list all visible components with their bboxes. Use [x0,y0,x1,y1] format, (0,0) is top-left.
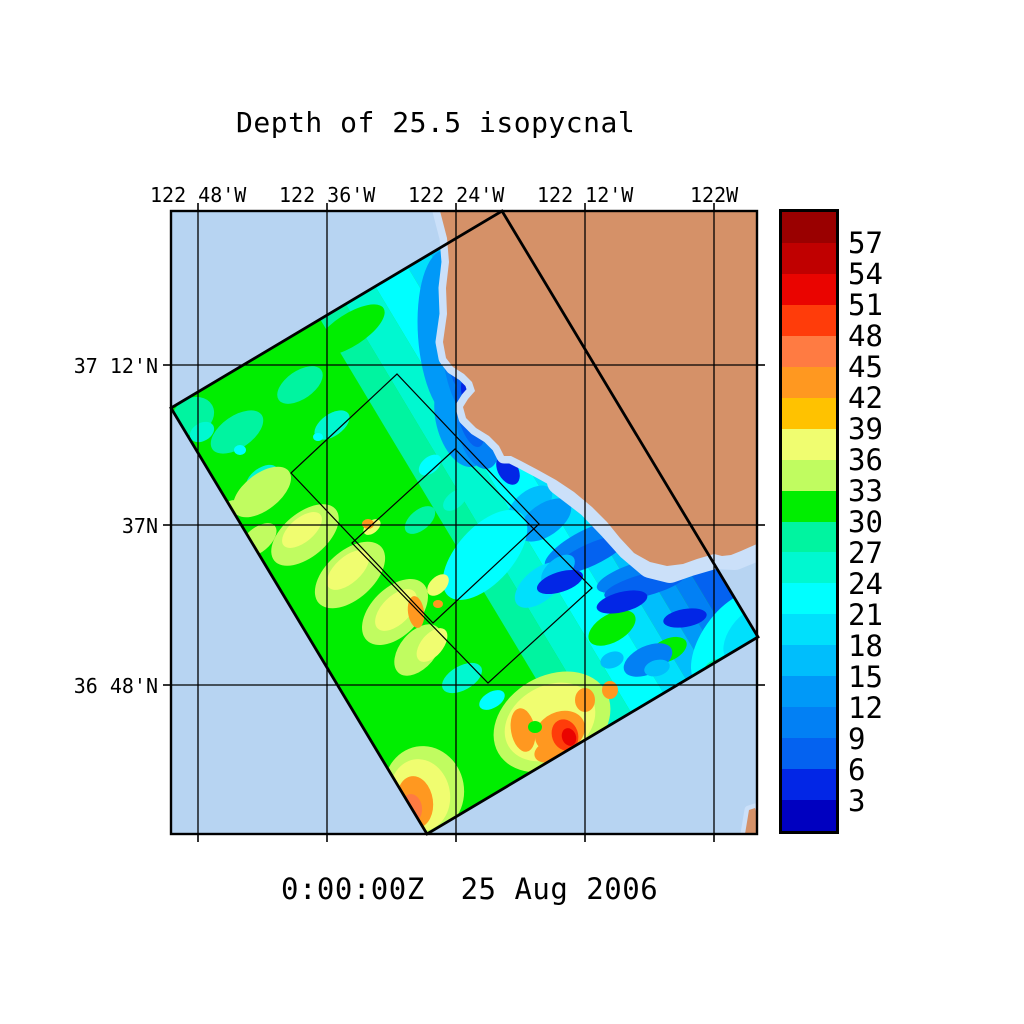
contour-blob [210,410,264,454]
colorbar-tick-label: 48 [848,319,883,353]
colorbar-segment [782,769,836,801]
colorbar-tick-label: 45 [848,350,883,384]
colorbar-segment [782,335,836,367]
colorbar-segment [782,428,836,460]
colorbar-tick-label: 27 [848,536,883,570]
colorbar-segment [782,304,836,336]
contour-blob [233,466,291,518]
colorbar-tick-label: 54 [848,257,883,291]
contour-blob [600,651,624,669]
contour-blob [313,433,323,441]
contour-blob [588,610,636,646]
lon-tick-label: 122 36'W [279,183,376,207]
colorbar-segment [782,800,836,832]
lat-tick-label: 37N [121,514,158,538]
contour-blob [663,608,707,628]
contour-blob [404,506,436,534]
colorbar-segment [782,397,836,429]
contour-blob [536,569,584,595]
colorbar-segment [782,212,836,243]
colorbar-tick-label: 57 [848,226,883,260]
contour-blob [442,510,528,600]
colorbar-tick-label: 24 [848,567,883,601]
colorbar-tick-label: 9 [848,722,866,756]
map-frame [169,209,759,836]
colorbar-tick-label: 21 [848,598,883,632]
chart-title: Depth of 25.5 isopycnal [236,106,636,139]
colorbar [779,209,839,834]
contour-blob [602,681,618,699]
land-polygon [440,211,757,566]
colorbar-tick-label: 36 [848,443,883,477]
colorbar-tick-label: 51 [848,288,883,322]
colorbar-tick-label: 18 [848,629,883,663]
contour-blob [644,659,670,677]
colorbar-segment [782,676,836,708]
contour-blob [596,590,648,614]
contour-blob [561,728,577,746]
colorbar-tick-label: 33 [848,474,883,508]
colorbar-segment [782,273,836,305]
colorbar-segment [782,490,836,522]
graticule [171,211,757,834]
lat-tick-label: 36 48'N [73,674,158,698]
contour-blob [418,454,442,476]
colorbar-tick-label: 3 [848,784,866,818]
colorbar-segment [782,366,836,398]
contour-blob [427,574,449,596]
contour-blob [443,489,467,511]
colorbar-segment [782,583,836,615]
nested-domain-outline-1 [290,373,540,624]
contour-blob [314,410,350,440]
contour-blob [277,366,323,404]
colorbar-tick-label: 12 [848,691,883,725]
contour-blob [362,519,374,529]
axis-ticks [163,203,765,842]
contour-blob [315,304,385,356]
contour-blob [528,721,542,733]
colorbar-tick-label: 42 [848,381,883,415]
contour-blob [510,708,536,752]
islet-polygon [745,808,757,834]
colorbar-segment [782,459,836,491]
time-caption: 0:00:00Z 25 Aug 2006 [281,872,659,906]
contour-band [294,211,683,816]
lon-tick-label: 122 24'W [408,183,505,207]
colorbar-tick-label: 30 [848,505,883,539]
lon-tick-label: 122 48'W [150,183,247,207]
colorbar-tick-label: 6 [848,753,866,787]
colorbar-segment [782,552,836,584]
colorbar-tick-label: 39 [848,412,883,446]
contour-blob [416,628,448,662]
colorbar-tick-label: 15 [848,660,883,694]
colorbar-segment [782,614,836,646]
contour-blob [433,600,443,608]
contour-blob [189,421,215,443]
lon-tick-label: 122 12'W [537,183,634,207]
colorbar-segment [782,242,836,274]
contour-blob [326,550,370,590]
colorbar-segment [782,738,836,770]
contour-blob [479,690,505,710]
contour-blob [282,512,322,548]
colorbar-segment [782,645,836,677]
contour-blob [234,445,246,455]
nested-domain-outline-2 [351,448,593,684]
colorbar-segment [782,521,836,553]
lat-tick-label: 37 12'N [73,354,158,378]
colorbar-segment [782,707,836,739]
bay-margin [547,469,757,583]
